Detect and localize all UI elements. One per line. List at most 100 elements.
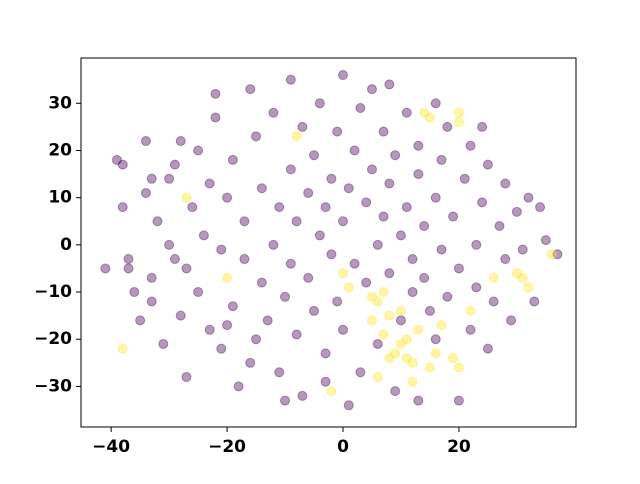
point xyxy=(419,220,430,231)
point xyxy=(355,367,366,378)
point xyxy=(465,140,476,151)
point xyxy=(117,159,128,170)
point xyxy=(419,272,430,283)
point xyxy=(193,145,204,156)
point xyxy=(395,338,406,349)
point xyxy=(297,390,308,401)
point xyxy=(494,220,505,231)
point xyxy=(488,296,499,307)
point xyxy=(500,254,511,265)
point xyxy=(453,263,464,274)
x-tick-label: −20 xyxy=(208,437,246,457)
point xyxy=(193,287,204,298)
point xyxy=(453,395,464,406)
point xyxy=(309,150,320,161)
point xyxy=(198,230,209,241)
point xyxy=(210,112,221,123)
point xyxy=(297,121,308,132)
y-tick-label: 10 xyxy=(48,188,72,208)
point xyxy=(384,310,395,321)
point xyxy=(140,187,151,198)
point xyxy=(256,183,267,194)
point xyxy=(332,296,343,307)
point xyxy=(448,353,459,364)
point xyxy=(181,263,192,274)
point xyxy=(424,305,435,316)
y-tick-label: 0 xyxy=(60,235,72,255)
point xyxy=(245,357,256,368)
point xyxy=(117,343,128,354)
point xyxy=(500,178,511,189)
point xyxy=(372,239,383,250)
point xyxy=(187,202,198,213)
point xyxy=(395,315,406,326)
point xyxy=(361,197,372,208)
point xyxy=(413,140,424,151)
point xyxy=(395,305,406,316)
point xyxy=(407,287,418,298)
point xyxy=(222,320,233,331)
point xyxy=(448,211,459,222)
point xyxy=(366,315,377,326)
point xyxy=(482,343,493,354)
point xyxy=(471,239,482,250)
point xyxy=(337,69,348,80)
point xyxy=(314,98,325,109)
point xyxy=(175,136,186,147)
point xyxy=(135,315,146,326)
point xyxy=(395,230,406,241)
point xyxy=(453,117,464,128)
point xyxy=(477,121,488,132)
point xyxy=(320,376,331,387)
point xyxy=(430,334,441,345)
point xyxy=(227,154,238,165)
point xyxy=(245,84,256,95)
point xyxy=(175,310,186,321)
point xyxy=(401,334,412,345)
point xyxy=(204,324,215,335)
point xyxy=(471,282,482,293)
point xyxy=(164,173,175,184)
point xyxy=(517,244,528,255)
point xyxy=(343,183,354,194)
point xyxy=(314,230,325,241)
point xyxy=(453,362,464,373)
point xyxy=(459,173,470,184)
point xyxy=(146,173,157,184)
point xyxy=(326,173,337,184)
point xyxy=(152,216,163,227)
point xyxy=(117,202,128,213)
y-tick-label: −10 xyxy=(34,282,72,302)
point xyxy=(239,254,250,265)
point xyxy=(372,296,383,307)
point xyxy=(523,282,534,293)
point xyxy=(123,263,134,274)
point xyxy=(291,216,302,227)
point xyxy=(517,272,528,283)
point xyxy=(280,395,291,406)
point xyxy=(552,249,563,260)
point xyxy=(413,324,424,335)
point xyxy=(303,272,314,283)
point xyxy=(366,164,377,175)
plot-frame xyxy=(80,57,577,428)
point xyxy=(546,249,557,260)
point xyxy=(390,150,401,161)
x-tick-label: 20 xyxy=(447,437,471,457)
point xyxy=(384,268,395,279)
point xyxy=(337,216,348,227)
point xyxy=(123,254,134,265)
point xyxy=(366,291,377,302)
point xyxy=(442,121,453,132)
y-tick-label: −20 xyxy=(34,329,72,349)
point xyxy=(372,338,383,349)
point xyxy=(164,239,175,250)
point xyxy=(251,131,262,142)
point xyxy=(222,272,233,283)
point xyxy=(442,291,453,302)
point xyxy=(146,296,157,307)
point xyxy=(366,84,377,95)
point xyxy=(216,244,227,255)
point xyxy=(419,107,430,118)
